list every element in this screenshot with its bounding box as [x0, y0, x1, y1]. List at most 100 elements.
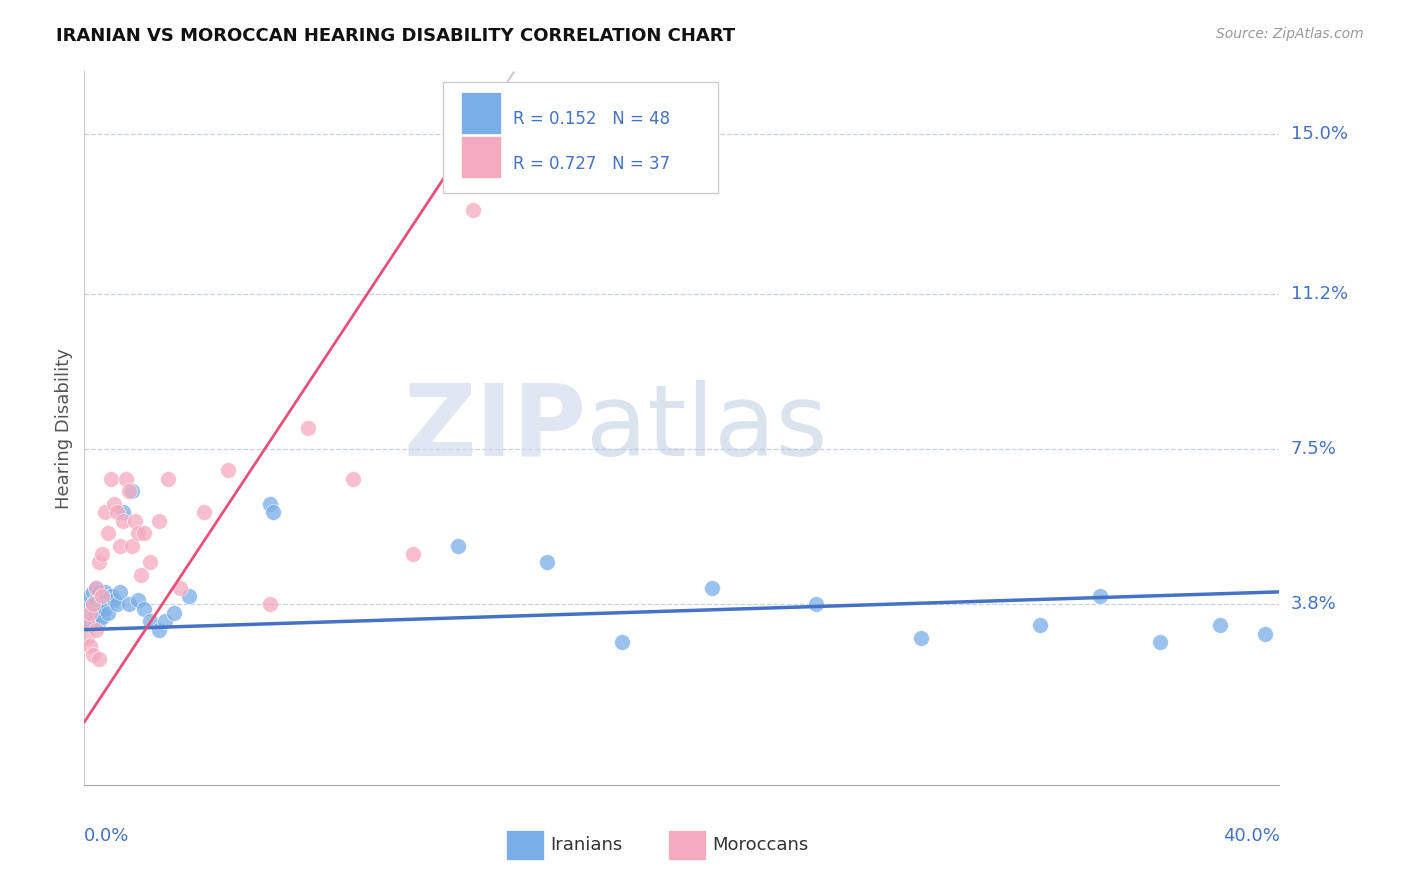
Point: [94, 585, 117, 599]
Point: [91, 589, 114, 603]
Point: [100, 589, 122, 603]
Text: Moroccans: Moroccans: [711, 836, 808, 854]
Point: [115, 471, 138, 485]
Point: [169, 581, 191, 595]
Point: [177, 589, 200, 603]
Text: ZIP: ZIP: [404, 380, 586, 476]
Point: [89, 652, 111, 666]
Point: [103, 497, 125, 511]
Point: [97, 526, 120, 541]
Point: [112, 514, 135, 528]
Point: [82, 598, 104, 612]
Point: [127, 526, 149, 541]
Point: [100, 471, 122, 485]
Point: [536, 556, 558, 570]
Point: [86, 593, 108, 607]
Point: [121, 484, 143, 499]
Point: [342, 471, 364, 485]
Point: [76, 614, 98, 628]
Point: [262, 505, 284, 519]
Point: [259, 497, 281, 511]
Point: [94, 505, 117, 519]
Point: [910, 631, 932, 645]
Point: [89, 585, 111, 599]
Point: [806, 598, 828, 612]
Point: [217, 463, 239, 477]
Point: [110, 585, 132, 599]
Point: [1029, 618, 1052, 632]
Text: 3.8%: 3.8%: [1291, 596, 1336, 614]
Point: [148, 514, 170, 528]
Point: [82, 585, 104, 599]
Point: [132, 601, 156, 615]
Point: [86, 623, 108, 637]
Point: [94, 601, 117, 615]
Point: [76, 614, 98, 628]
Point: [89, 601, 111, 615]
Point: [163, 606, 186, 620]
Text: 0.0%: 0.0%: [84, 827, 129, 845]
Point: [105, 505, 128, 519]
Point: [157, 471, 180, 485]
Point: [79, 606, 101, 620]
Point: [82, 601, 104, 615]
Point: [127, 593, 149, 607]
Point: [132, 526, 156, 541]
Point: [110, 539, 132, 553]
Point: [153, 614, 176, 628]
Point: [79, 589, 101, 603]
Point: [79, 618, 101, 632]
Point: [89, 556, 111, 570]
Text: 40.0%: 40.0%: [1223, 827, 1279, 845]
Point: [402, 547, 425, 561]
FancyBboxPatch shape: [443, 82, 718, 193]
Text: 7.5%: 7.5%: [1291, 440, 1337, 458]
Y-axis label: Hearing Disability: Hearing Disability: [55, 348, 73, 508]
Point: [148, 623, 170, 637]
FancyBboxPatch shape: [506, 830, 544, 860]
Point: [76, 606, 98, 620]
Point: [124, 514, 146, 528]
FancyBboxPatch shape: [461, 136, 502, 178]
Point: [193, 505, 215, 519]
Point: [86, 581, 108, 595]
Text: Source: ZipAtlas.com: Source: ZipAtlas.com: [1216, 27, 1364, 41]
Text: atlas: atlas: [586, 380, 828, 476]
Point: [103, 593, 125, 607]
FancyBboxPatch shape: [668, 830, 706, 860]
Point: [91, 593, 114, 607]
Point: [118, 484, 141, 499]
Text: 11.2%: 11.2%: [1291, 285, 1348, 303]
Point: [91, 547, 114, 561]
Point: [82, 648, 104, 662]
Point: [97, 606, 120, 620]
Point: [86, 606, 108, 620]
Text: R = 0.152   N = 48: R = 0.152 N = 48: [513, 111, 671, 128]
Point: [1253, 627, 1275, 641]
Point: [79, 640, 101, 654]
Point: [105, 598, 128, 612]
Point: [461, 202, 484, 217]
Point: [76, 598, 98, 612]
Point: [297, 421, 319, 435]
Point: [118, 598, 141, 612]
Point: [76, 631, 98, 645]
Point: [112, 505, 135, 519]
Point: [612, 635, 634, 649]
Text: R = 0.727   N = 37: R = 0.727 N = 37: [513, 155, 671, 173]
Point: [89, 614, 111, 628]
Point: [91, 610, 114, 624]
Point: [82, 598, 104, 612]
Point: [86, 581, 108, 595]
Text: 15.0%: 15.0%: [1291, 125, 1347, 144]
Point: [139, 614, 162, 628]
Point: [447, 539, 470, 553]
Point: [139, 556, 162, 570]
Point: [700, 581, 723, 595]
Point: [1149, 635, 1171, 649]
Point: [82, 610, 104, 624]
Point: [259, 598, 281, 612]
Text: IRANIAN VS MOROCCAN HEARING DISABILITY CORRELATION CHART: IRANIAN VS MOROCCAN HEARING DISABILITY C…: [56, 27, 735, 45]
FancyBboxPatch shape: [461, 92, 502, 134]
Point: [1209, 618, 1232, 632]
